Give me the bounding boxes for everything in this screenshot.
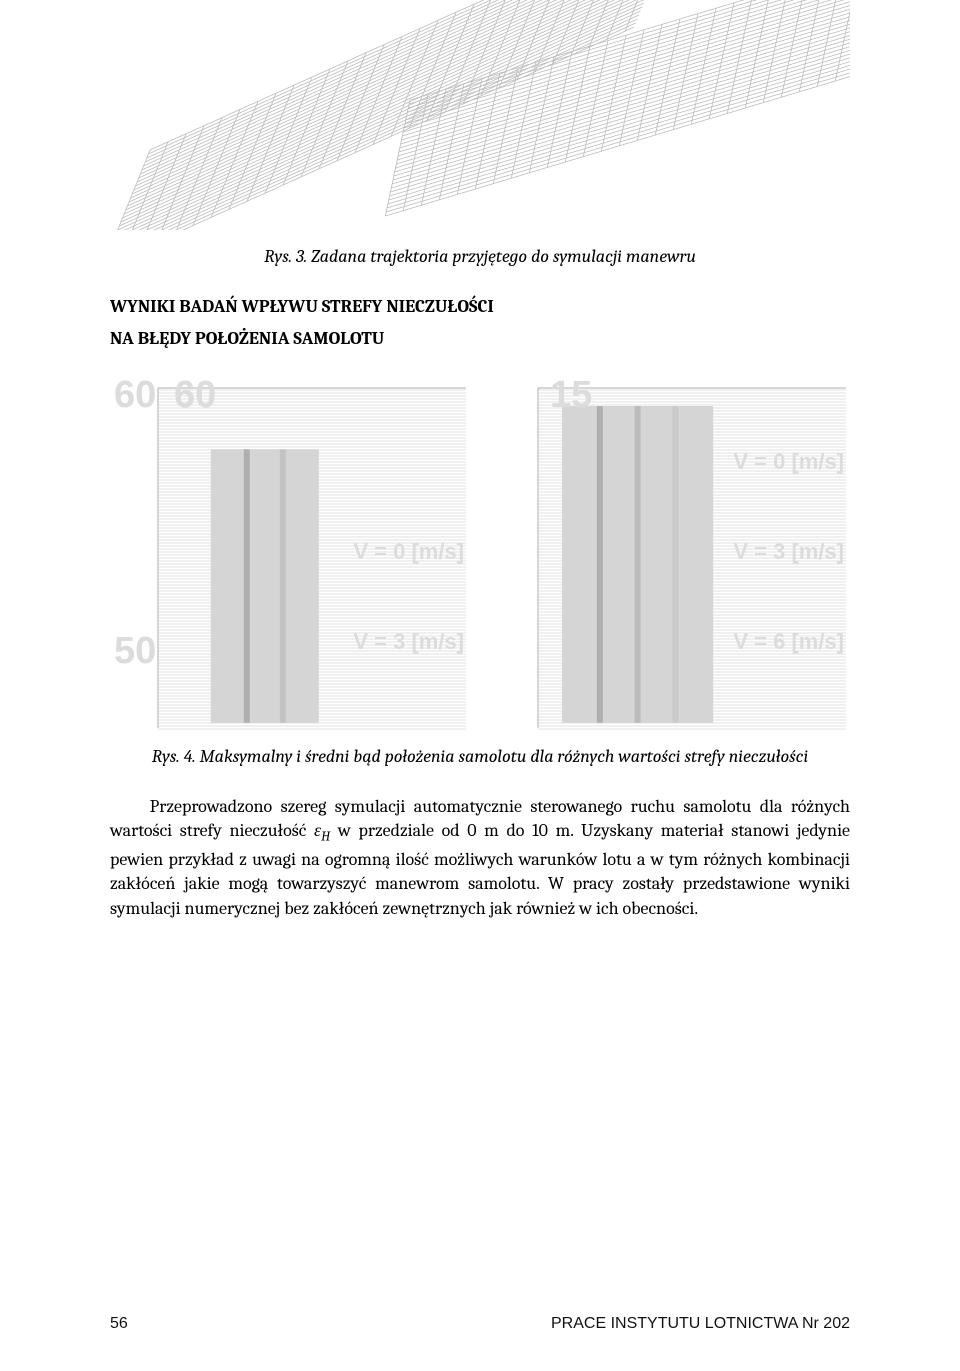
- figure-4-container: 60 60 50 V = 0 [m/s] V = 3 [m/s] 15 V = …: [110, 370, 850, 730]
- figure-3-svg: [110, 0, 850, 230]
- figure-3-container: [110, 0, 850, 230]
- panel-b-legend-1: V = 3 [m/s]: [733, 540, 844, 564]
- figure-4-panel-a: 60 60 50 V = 0 [m/s] V = 3 [m/s]: [110, 370, 470, 730]
- figure-4-panel-b: 15 V = 0 [m/s] V = 3 [m/s] V = 6 [m/s]: [490, 370, 850, 730]
- page: Rys. 3. Zadana trajektoria przyjętego do…: [0, 0, 960, 1371]
- panel-b-legend-2: V = 6 [m/s]: [733, 630, 844, 654]
- panel-a-legend-1: V = 3 [m/s]: [353, 630, 464, 654]
- figure-4: 60 60 50 V = 0 [m/s] V = 3 [m/s] 15 V = …: [110, 370, 850, 730]
- epsilon-subscript: H: [321, 830, 330, 845]
- panel-b-legend-0: V = 0 [m/s]: [733, 450, 844, 474]
- panel-a-xtick-60: 60: [174, 376, 216, 414]
- panel-a-ytick-60: 60: [114, 376, 156, 414]
- section-heading-line-1: WYNIKI BADAŃ WPŁYWU STREFY NIECZUŁOŚCI: [110, 295, 850, 319]
- figure-4-caption: Rys. 4. Maksymalny i średni bąd położeni…: [110, 746, 850, 767]
- page-number: 56: [110, 1315, 128, 1333]
- panel-b-ytick-15: 15: [550, 376, 592, 414]
- panel-a-legend-0: V = 0 [m/s]: [353, 540, 464, 564]
- epsilon-symbol: εH: [314, 820, 330, 841]
- figure-3: [110, 0, 850, 230]
- page-footer: 56 PRACE INSTYTUTU LOTNICTWA Nr 202: [0, 1315, 960, 1333]
- panel-a-ytick-50: 50: [114, 632, 156, 670]
- body-paragraph: Przeprowadzono szereg symulacji automaty…: [110, 795, 850, 923]
- section-heading-line-2: NA BŁĘDY POŁOŻENIA SAMOLOTU: [110, 327, 850, 351]
- running-title: PRACE INSTYTUTU LOTNICTWA Nr 202: [551, 1315, 850, 1333]
- figure-3-caption: Rys. 3. Zadana trajektoria przyjętego do…: [110, 246, 850, 267]
